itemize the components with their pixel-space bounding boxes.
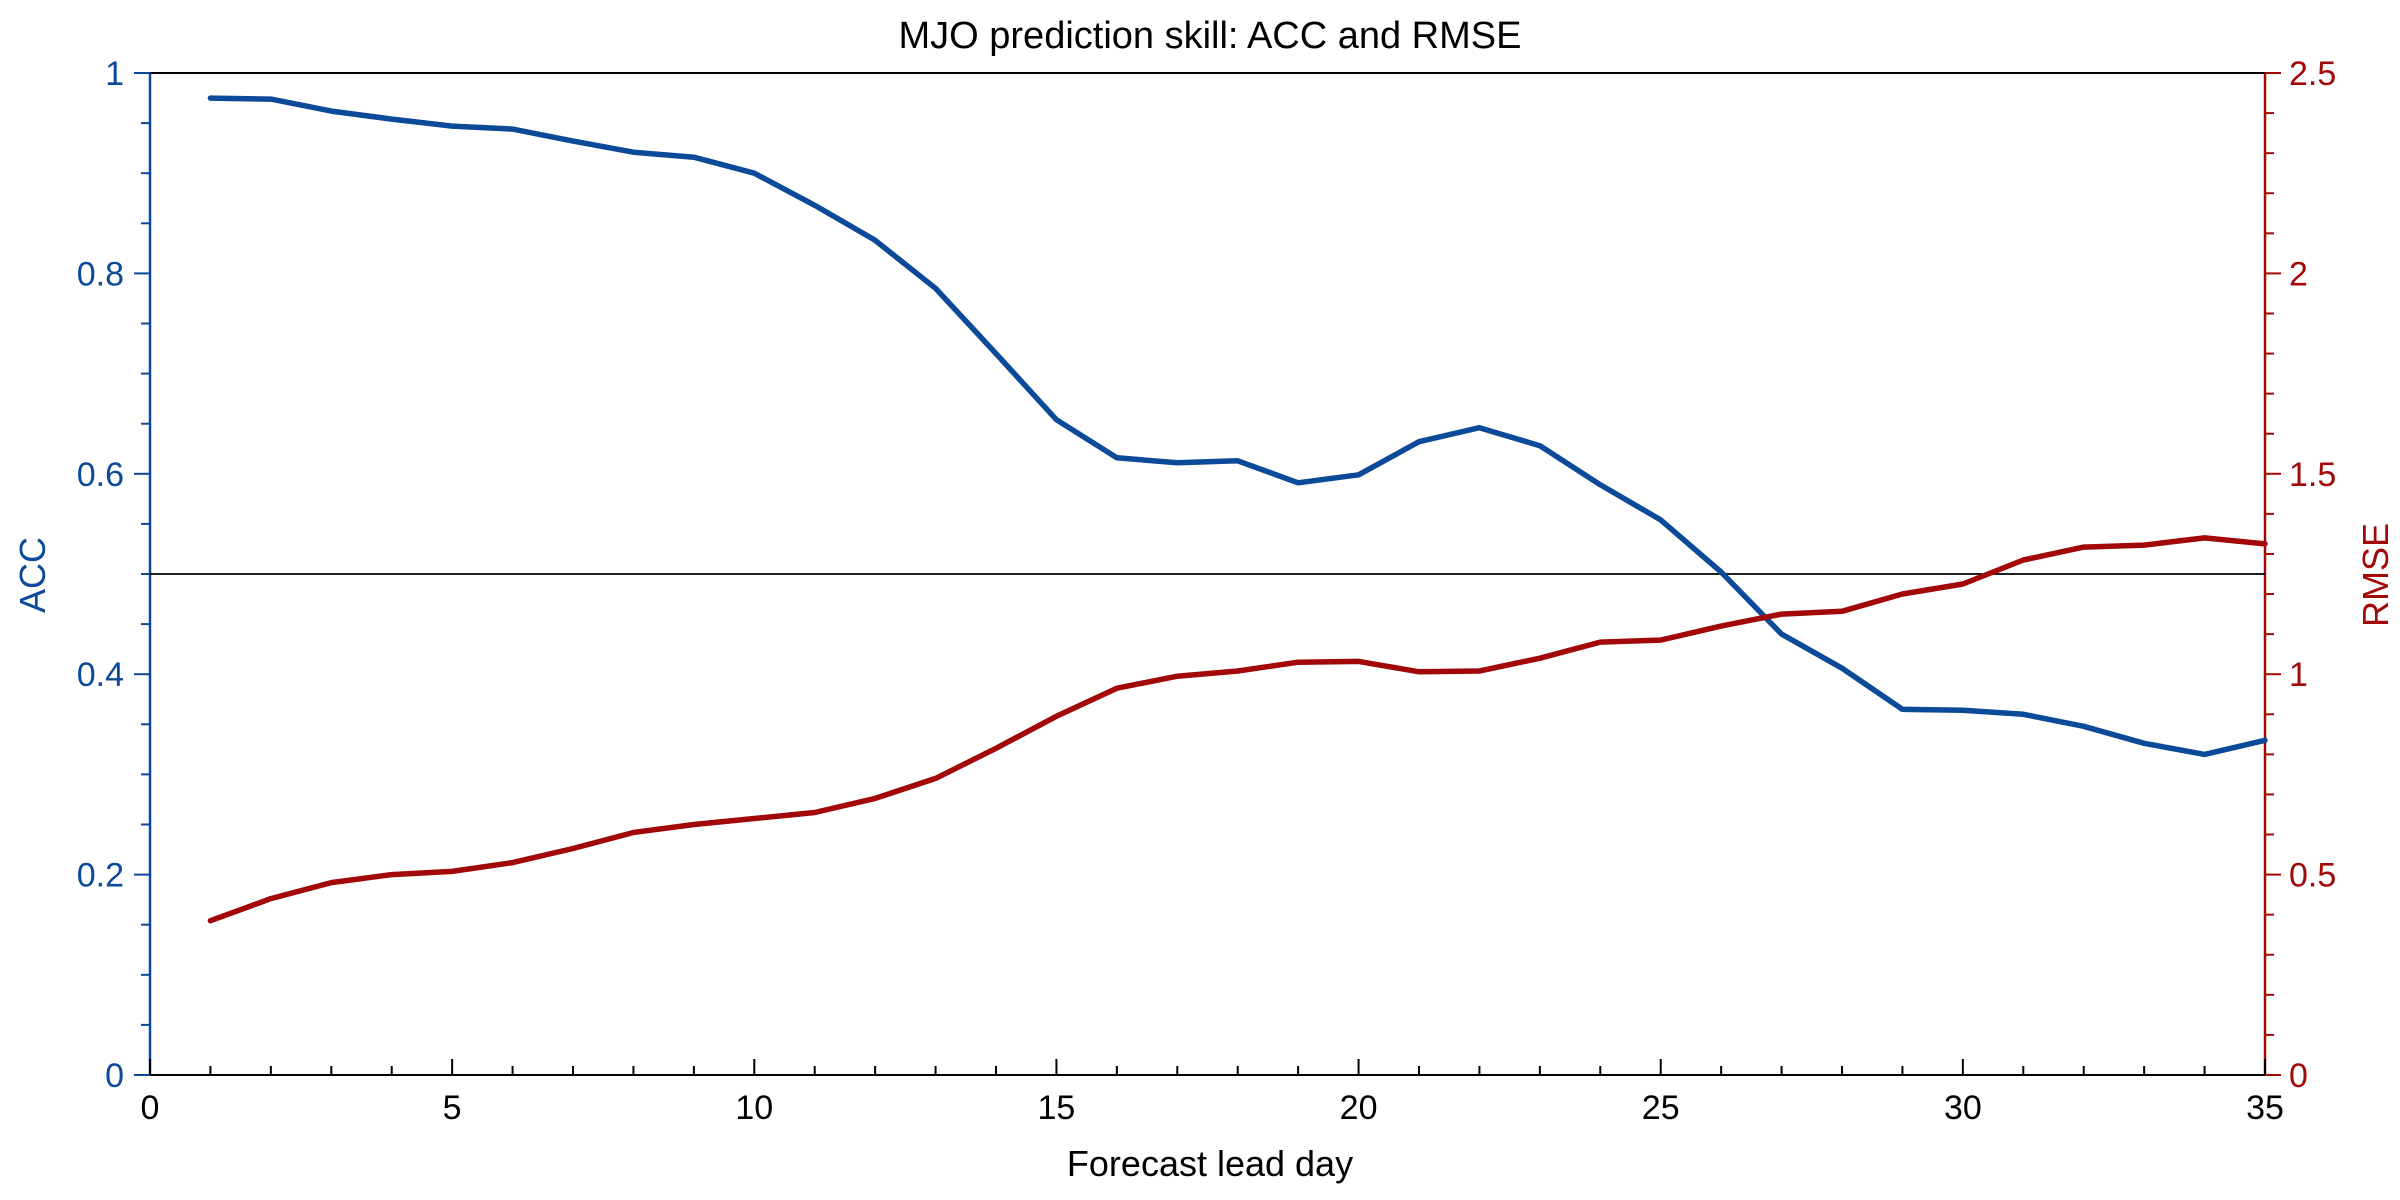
y-axis-left-label: ACC — [12, 537, 53, 613]
x-tick-label: 0 — [141, 1089, 160, 1127]
y-left-tick-label: 0.6 — [77, 456, 124, 494]
y-right-tick-label: 2.5 — [2289, 55, 2336, 93]
rmse-series-line — [207, 535, 2268, 924]
x-tick-label: 25 — [1642, 1089, 1680, 1127]
y-axis-right-label: RMSE — [2355, 523, 2396, 627]
x-tick-label: 15 — [1038, 1089, 1076, 1127]
x-tick-label: 5 — [443, 1089, 462, 1127]
y-left-tick-label: 0 — [105, 1057, 124, 1095]
x-tick-label: 30 — [1944, 1089, 1982, 1127]
acc-series-line — [207, 95, 2268, 758]
y-right-tick-label: 0 — [2289, 1057, 2308, 1095]
y-right-tick-label: 1 — [2289, 656, 2308, 694]
y-left-tick-label: 0.4 — [77, 656, 124, 694]
x-tick-label: 10 — [735, 1089, 773, 1127]
y-left-tick-label: 0.2 — [77, 857, 124, 895]
y-right-tick-label: 0.5 — [2289, 857, 2336, 895]
series-layer — [207, 95, 2268, 924]
x-tick-label: 35 — [2246, 1089, 2284, 1127]
x-tick-label: 20 — [1340, 1089, 1378, 1127]
x-axis-label: Forecast lead day — [1067, 1143, 1353, 1184]
y-right-tick-label: 1.5 — [2289, 456, 2336, 494]
y-left-tick-label: 1 — [105, 55, 124, 93]
y-right-tick-label: 2 — [2289, 255, 2308, 293]
chart-title: MJO prediction skill: ACC and RMSE — [899, 15, 1522, 57]
y-left-tick-label: 0.8 — [77, 255, 124, 293]
